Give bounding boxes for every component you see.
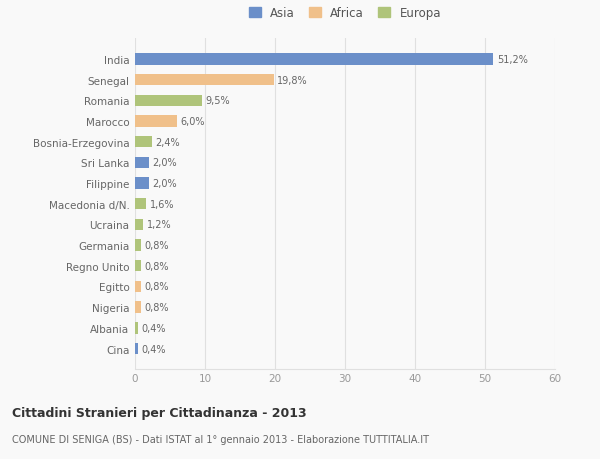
- Bar: [135, 343, 138, 354]
- Bar: [135, 219, 143, 230]
- Text: 1,6%: 1,6%: [150, 199, 174, 209]
- Text: 6,0%: 6,0%: [181, 117, 205, 127]
- Bar: [135, 178, 149, 189]
- Text: 0,4%: 0,4%: [142, 323, 166, 333]
- Bar: [135, 137, 152, 148]
- Bar: [135, 281, 140, 292]
- Bar: [135, 75, 274, 86]
- Text: COMUNE DI SENIGA (BS) - Dati ISTAT al 1° gennaio 2013 - Elaborazione TUTTITALIA.: COMUNE DI SENIGA (BS) - Dati ISTAT al 1°…: [12, 434, 429, 444]
- Bar: [135, 261, 140, 272]
- Text: 2,0%: 2,0%: [152, 179, 177, 189]
- Bar: [135, 54, 493, 65]
- Bar: [135, 95, 202, 106]
- Text: 0,8%: 0,8%: [144, 241, 169, 251]
- Bar: [135, 116, 177, 127]
- Text: 0,4%: 0,4%: [142, 344, 166, 354]
- Text: 0,8%: 0,8%: [144, 282, 169, 292]
- Bar: [135, 199, 146, 210]
- Text: 0,8%: 0,8%: [144, 261, 169, 271]
- Text: 2,0%: 2,0%: [152, 158, 177, 168]
- Text: 51,2%: 51,2%: [497, 55, 528, 65]
- Bar: [135, 157, 149, 168]
- Text: 19,8%: 19,8%: [277, 75, 308, 85]
- Text: 2,4%: 2,4%: [155, 137, 180, 147]
- Text: 1,2%: 1,2%: [147, 220, 172, 230]
- Text: Cittadini Stranieri per Cittadinanza - 2013: Cittadini Stranieri per Cittadinanza - 2…: [12, 406, 307, 419]
- Bar: [135, 323, 138, 334]
- Bar: [135, 240, 140, 251]
- Bar: [135, 302, 140, 313]
- Text: 0,8%: 0,8%: [144, 302, 169, 313]
- Legend: Asia, Africa, Europa: Asia, Africa, Europa: [249, 7, 441, 20]
- Text: 9,5%: 9,5%: [205, 96, 230, 106]
